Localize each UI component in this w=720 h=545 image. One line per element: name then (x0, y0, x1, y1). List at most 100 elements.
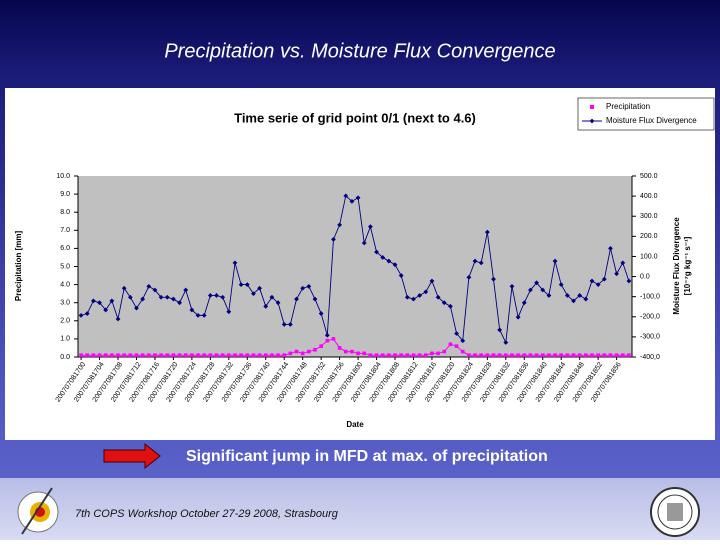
data-point (171, 296, 176, 302)
data-point (404, 294, 410, 300)
data-point (116, 353, 120, 357)
data-point (319, 344, 323, 348)
data-point (503, 340, 509, 345)
data-point (158, 294, 164, 300)
data-point (270, 353, 274, 357)
y2-axis-label: Moisture Flux Divergence (672, 217, 681, 315)
y-axis-label: Precipitation [mm] (14, 231, 23, 302)
data-point (386, 258, 392, 264)
y-tick-label: 6.0 (60, 245, 70, 252)
footer-band (0, 478, 720, 540)
chart-title: Time serie of grid point 0/1 (next to 4.… (234, 110, 476, 125)
data-point (294, 349, 299, 354)
data-point (275, 300, 281, 306)
legend-marker (589, 118, 595, 124)
data-point (491, 353, 496, 357)
data-point (121, 285, 127, 291)
data-point (522, 353, 527, 357)
data-point (84, 311, 90, 316)
data-point (201, 312, 207, 318)
data-point (534, 280, 539, 286)
data-point (146, 353, 151, 357)
data-point (516, 353, 520, 357)
data-point (430, 351, 434, 356)
data-point (110, 353, 114, 357)
data-point (392, 262, 398, 268)
data-point (393, 353, 397, 357)
data-point (417, 353, 422, 357)
y2-tick-label: -200,0 (640, 314, 660, 321)
data-point (325, 338, 330, 343)
data-point (510, 353, 514, 357)
data-point (78, 312, 84, 318)
data-point (380, 255, 386, 260)
data-point (276, 353, 280, 357)
slide-title: Precipitation vs. Moisture Flux Converge… (164, 40, 555, 62)
data-point (318, 311, 324, 316)
data-point (608, 353, 613, 357)
data-point (226, 309, 232, 315)
data-point (509, 284, 515, 289)
y2-axis-unit: [10⁻⁷g kg⁻¹ s⁻¹] (683, 236, 692, 295)
data-point (411, 296, 416, 302)
y2-tick-label: 500.0 (640, 173, 658, 180)
data-point (171, 353, 176, 357)
data-point (263, 303, 269, 309)
data-point (399, 353, 403, 357)
data-point (441, 300, 447, 306)
data-point (324, 332, 330, 338)
data-point (288, 351, 293, 356)
data-point (558, 282, 564, 287)
data-point (103, 353, 108, 357)
data-point (355, 195, 361, 201)
data-point (331, 337, 336, 341)
data-point (214, 293, 219, 298)
data-point (122, 353, 126, 357)
y-tick-label: 8.0 (60, 209, 70, 216)
left-logo (17, 487, 59, 535)
data-point (159, 353, 163, 357)
data-point (601, 276, 607, 282)
data-point (423, 289, 429, 295)
data-point (602, 353, 607, 357)
data-point (90, 298, 96, 304)
data-point (367, 224, 373, 230)
data-point (220, 353, 225, 357)
data-point (165, 353, 170, 357)
y-tick-label: 7.0 (60, 227, 70, 234)
data-point (343, 193, 349, 199)
data-point (442, 349, 447, 354)
data-point (473, 353, 477, 357)
data-point (177, 353, 182, 357)
y2-tick-label: 400.0 (640, 193, 658, 200)
data-point (361, 240, 367, 246)
data-point (232, 260, 238, 266)
data-point (596, 353, 600, 357)
y2-tick-label: 0.0 (640, 273, 650, 280)
data-point (245, 353, 250, 357)
data-point (307, 349, 311, 354)
data-point (257, 285, 262, 291)
data-point (294, 296, 299, 302)
data-point (115, 316, 121, 322)
data-point (565, 353, 570, 357)
data-point (478, 260, 484, 266)
data-point (97, 353, 102, 357)
data-point (134, 305, 139, 311)
data-point (103, 307, 109, 313)
data-point (387, 353, 391, 357)
data-point (423, 353, 428, 357)
legend-label: Precipitation (606, 102, 650, 111)
data-point (491, 276, 496, 282)
data-point (239, 353, 243, 357)
legend-label: Moisture Flux Divergence (606, 116, 697, 125)
data-point (411, 353, 416, 357)
data-point (128, 353, 133, 357)
data-point (466, 274, 472, 280)
data-point (590, 353, 594, 357)
data-point (436, 351, 440, 356)
data-point (207, 293, 213, 298)
data-point (614, 271, 620, 277)
data-point (608, 246, 613, 251)
